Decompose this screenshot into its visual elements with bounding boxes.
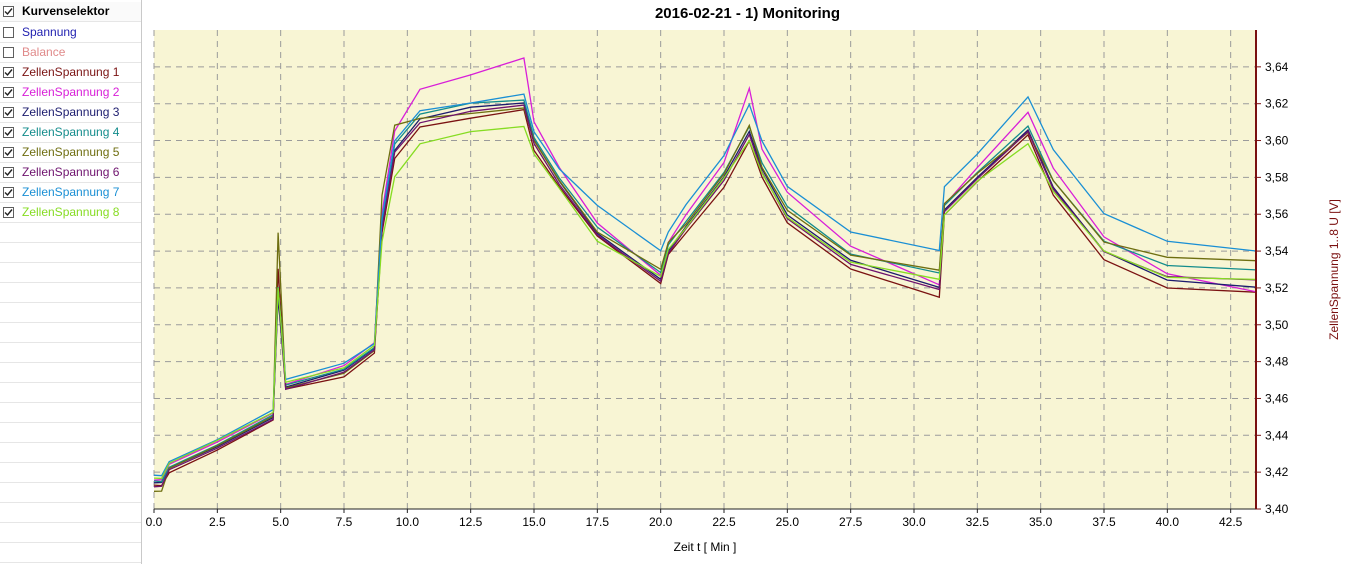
x-tick-label: 40.0 bbox=[1156, 515, 1180, 529]
empty-row bbox=[0, 523, 141, 543]
check-icon bbox=[4, 149, 13, 157]
x-tick-label: 20.0 bbox=[649, 515, 673, 529]
x-tick-label: 15.0 bbox=[522, 515, 546, 529]
series-line-5 bbox=[153, 107, 1257, 492]
y-tick-label: 3,50 bbox=[1265, 318, 1289, 332]
line-chart[interactable]: 0.0 2.5 5.0 7.5 10.0 12.5 15.0 17.5 20.0 22.5 25.0… bbox=[142, 0, 1353, 564]
empty-row bbox=[0, 263, 141, 283]
y-tick-label: 3,58 bbox=[1265, 170, 1289, 184]
check-icon bbox=[4, 109, 13, 117]
empty-row bbox=[0, 363, 141, 383]
selector-item-zellenspannung-2[interactable]: ZellenSpannung 2 bbox=[0, 83, 141, 103]
selector-item-balance[interactable]: Balance bbox=[0, 43, 141, 63]
y-tick-label: 3,56 bbox=[1265, 207, 1289, 221]
x-tick-label: 7.5 bbox=[336, 515, 353, 529]
selector-item-label: ZellenSpannung 7 bbox=[22, 185, 120, 199]
empty-row bbox=[0, 343, 141, 363]
selector-item-label: ZellenSpannung 4 bbox=[22, 125, 120, 139]
checkbox-zellenspannung-5[interactable] bbox=[3, 147, 14, 158]
x-axis-label: Zeit t [ Min ] bbox=[674, 540, 737, 554]
empty-row bbox=[0, 463, 141, 483]
empty-row bbox=[0, 423, 141, 443]
selector-item-label: ZellenSpannung 2 bbox=[22, 85, 120, 99]
selector-header-label: Kurvenselektor bbox=[22, 4, 110, 18]
selector-item-label: Balance bbox=[22, 45, 66, 59]
check-icon bbox=[4, 189, 13, 197]
curve-selector-panel: Kurvenselektor Spannung Balance ZellenSp… bbox=[0, 0, 142, 564]
check-icon bbox=[4, 209, 13, 217]
empty-row bbox=[0, 223, 141, 243]
x-tick-label: 0.0 bbox=[146, 515, 163, 529]
y-tick-label: 3,54 bbox=[1265, 244, 1289, 258]
selector-item-zellenspannung-5[interactable]: ZellenSpannung 5 bbox=[0, 143, 141, 163]
empty-row bbox=[0, 283, 141, 303]
x-tick-label: 5.0 bbox=[272, 515, 289, 529]
x-tick-label: 35.0 bbox=[1029, 515, 1053, 529]
header-checkbox[interactable] bbox=[3, 6, 14, 17]
checkbox-zellenspannung-8[interactable] bbox=[3, 207, 14, 218]
empty-row bbox=[0, 243, 141, 263]
y-axis-label: ZellenSpannung 1..8 U [V] bbox=[1327, 199, 1341, 340]
y-tick-label: 3,40 bbox=[1265, 502, 1289, 516]
x-tick-label: 22.5 bbox=[712, 515, 736, 529]
empty-row bbox=[0, 403, 141, 423]
check-icon bbox=[4, 129, 13, 137]
selector-item-spannung[interactable]: Spannung bbox=[0, 23, 141, 43]
y-tick-label: 3,52 bbox=[1265, 281, 1289, 295]
check-icon bbox=[4, 89, 13, 97]
checkbox-zellenspannung-6[interactable] bbox=[3, 167, 14, 178]
selector-item-label: ZellenSpannung 3 bbox=[22, 105, 120, 119]
chart-title: 2016-02-21 - 1) Monitoring bbox=[654, 5, 841, 22]
selector-item-zellenspannung-7[interactable]: ZellenSpannung 7 bbox=[0, 183, 141, 203]
x-tick-label: 37.5 bbox=[1092, 515, 1116, 529]
x-tick-label: 17.5 bbox=[586, 515, 610, 529]
empty-row bbox=[0, 303, 141, 323]
y-tick-label: 3,64 bbox=[1265, 60, 1289, 74]
selector-item-label: ZellenSpannung 1 bbox=[22, 65, 120, 79]
x-tick-label: 25.0 bbox=[776, 515, 800, 529]
y-tick-label: 3,42 bbox=[1265, 465, 1289, 479]
x-tick-label: 2.5 bbox=[209, 515, 226, 529]
checkbox-zellenspannung-1[interactable] bbox=[3, 67, 14, 78]
empty-row bbox=[0, 483, 141, 503]
y-tick-label: 3,62 bbox=[1265, 97, 1289, 111]
x-tick-label: 30.0 bbox=[902, 515, 926, 529]
selector-item-label: Spannung bbox=[22, 25, 77, 39]
empty-row bbox=[0, 383, 141, 403]
checkbox-zellenspannung-4[interactable] bbox=[3, 127, 14, 138]
selector-item-label: ZellenSpannung 5 bbox=[22, 145, 120, 159]
selector-item-zellenspannung-1[interactable]: ZellenSpannung 1 bbox=[0, 63, 141, 83]
empty-row bbox=[0, 543, 141, 563]
y-tick-label: 3,46 bbox=[1265, 391, 1289, 405]
chart-area: 0.0 2.5 5.0 7.5 10.0 12.5 15.0 17.5 20.0 22.5 25.0… bbox=[142, 0, 1353, 564]
check-icon bbox=[4, 69, 13, 77]
checkbox-zellenspannung-2[interactable] bbox=[3, 87, 14, 98]
empty-row bbox=[0, 323, 141, 343]
checkbox-zellenspannung-3[interactable] bbox=[3, 107, 14, 118]
plot-background bbox=[154, 30, 1256, 509]
y-tick-label: 3,48 bbox=[1265, 355, 1289, 369]
empty-row bbox=[0, 443, 141, 463]
checkbox-balance[interactable] bbox=[3, 47, 14, 58]
selector-item-zellenspannung-4[interactable]: ZellenSpannung 4 bbox=[0, 123, 141, 143]
selector-item-zellenspannung-6[interactable]: ZellenSpannung 6 bbox=[0, 163, 141, 183]
check-icon bbox=[4, 8, 13, 16]
x-tick-label: 27.5 bbox=[839, 515, 863, 529]
selector-header[interactable]: Kurvenselektor bbox=[0, 2, 141, 22]
x-tick-label: 10.0 bbox=[396, 515, 420, 529]
selector-item-label: ZellenSpannung 6 bbox=[22, 165, 120, 179]
checkbox-spannung[interactable] bbox=[3, 27, 14, 38]
selector-item-zellenspannung-8[interactable]: ZellenSpannung 8 bbox=[0, 203, 141, 223]
selector-item-label: ZellenSpannung 8 bbox=[22, 205, 120, 219]
selector-item-zellenspannung-3[interactable]: ZellenSpannung 3 bbox=[0, 103, 141, 123]
x-tick-label: 32.5 bbox=[966, 515, 990, 529]
series-line-8 bbox=[153, 125, 1257, 480]
empty-row bbox=[0, 503, 141, 523]
check-icon bbox=[4, 169, 13, 177]
x-tick-label: 12.5 bbox=[459, 515, 483, 529]
y-tick-label: 3,60 bbox=[1265, 134, 1289, 148]
checkbox-zellenspannung-7[interactable] bbox=[3, 187, 14, 198]
x-tick-label: 42.5 bbox=[1219, 515, 1243, 529]
y-tick-label: 3,44 bbox=[1265, 428, 1289, 442]
